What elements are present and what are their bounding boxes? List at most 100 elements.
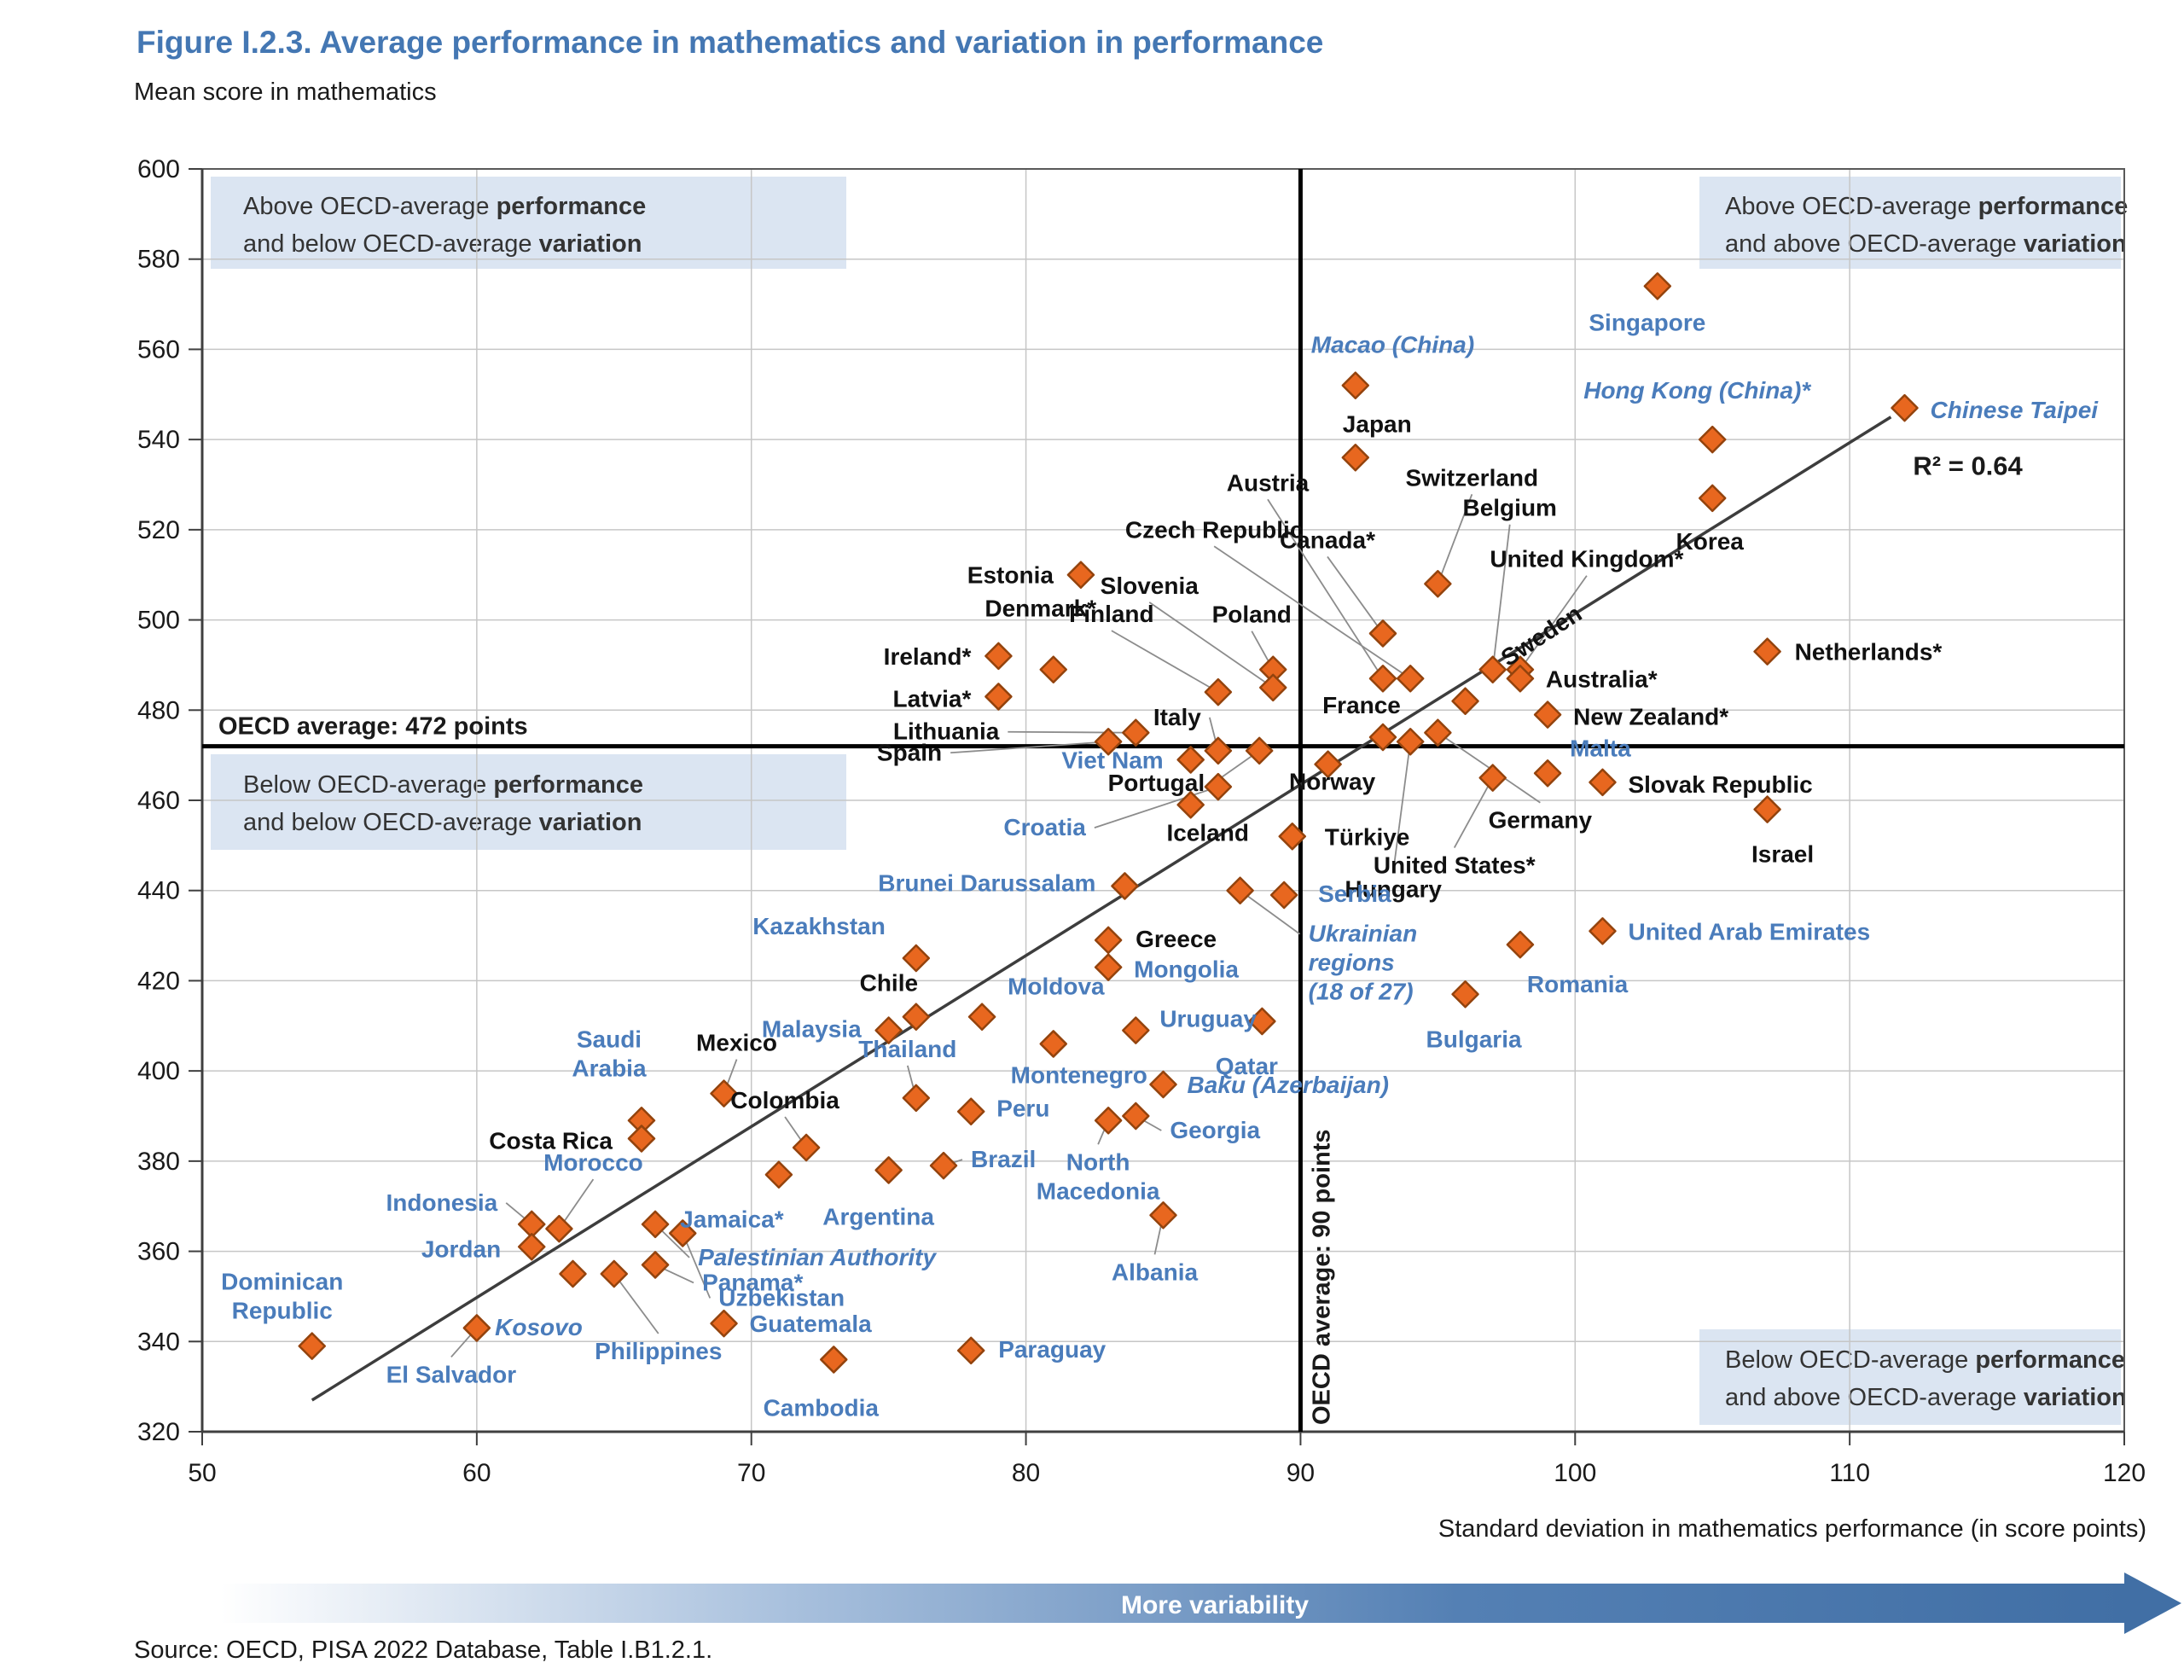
country-label-japan: Japan bbox=[1343, 410, 1412, 437]
x-tick-label: 70 bbox=[737, 1459, 765, 1487]
leader-line-lithuania bbox=[1008, 730, 1136, 734]
country-label-t-rkiye: Türkiye bbox=[1325, 823, 1410, 850]
y-axis-title: Mean score in mathematics bbox=[134, 78, 437, 106]
country-label-panama: Panama* bbox=[702, 1269, 803, 1295]
data-point-ukrainian-regions-18-of-27 bbox=[1226, 876, 1254, 904]
country-label-albania: Albania bbox=[1112, 1259, 1199, 1285]
data-point-morocco bbox=[545, 1214, 573, 1243]
x-tick-label: 50 bbox=[188, 1459, 216, 1487]
data-point-kosovo bbox=[559, 1259, 587, 1288]
country-label-paraguay: Paraguay bbox=[998, 1336, 1106, 1363]
leader-line-belgium bbox=[1491, 524, 1511, 670]
country-label-montenegro: Montenegro bbox=[1011, 1061, 1147, 1088]
country-label-new-zealand: New Zealand* bbox=[1573, 704, 1728, 730]
country-label-mongolia: Mongolia bbox=[1134, 956, 1239, 983]
country-label-guatemala: Guatemala bbox=[750, 1311, 873, 1337]
leader-line-switzerland bbox=[1437, 493, 1473, 584]
data-point-united-states bbox=[1478, 764, 1507, 792]
country-label-georgia: Georgia bbox=[1170, 1117, 1260, 1143]
figure-title: Figure I.2.3. Average performance in mat… bbox=[136, 25, 1323, 60]
source-note: Source: OECD, PISA 2022 Database, Table … bbox=[134, 1636, 712, 1664]
data-point-panama bbox=[641, 1251, 670, 1279]
data-point-montenegro bbox=[1039, 1030, 1068, 1058]
y-tick-label: 600 bbox=[137, 155, 180, 183]
data-point-jordan bbox=[517, 1233, 546, 1261]
country-label-united-arab-emirates: United Arab Emirates bbox=[1628, 918, 1870, 945]
x-tick-label: 120 bbox=[2103, 1459, 2146, 1487]
country-label-sweden: Sweden bbox=[1496, 600, 1587, 671]
country-label-belgium: Belgium bbox=[1462, 495, 1556, 521]
leader-line-philippines bbox=[613, 1273, 659, 1334]
data-point-t-rkiye bbox=[1278, 823, 1307, 851]
data-point-uruguay bbox=[1122, 1016, 1150, 1044]
r-squared-label: R² = 0.64 bbox=[1913, 451, 2023, 481]
quadrant-label-tl: Above OECD-average performance and below … bbox=[211, 177, 846, 269]
arrow-head-icon bbox=[2124, 1572, 2181, 1634]
data-point-belgium bbox=[1478, 655, 1507, 683]
data-point-guatemala bbox=[710, 1309, 738, 1338]
data-point-colombia bbox=[792, 1133, 821, 1162]
y-tick-label: 460 bbox=[137, 787, 180, 815]
data-point-qatar bbox=[1248, 1007, 1276, 1036]
data-point-thailand bbox=[902, 1084, 931, 1113]
data-point-iceland bbox=[1176, 791, 1205, 819]
country-label-slovenia: Slovenia bbox=[1101, 573, 1199, 599]
country-label-singapore: Singapore bbox=[1589, 309, 1705, 335]
data-point-korea bbox=[1698, 484, 1727, 513]
data-point-kazakhstan bbox=[902, 944, 931, 973]
data-point-chinese-taipei bbox=[1891, 393, 1919, 422]
data-point-finland bbox=[1204, 677, 1233, 706]
data-point-chile bbox=[902, 1003, 931, 1031]
country-label-finland: Finland bbox=[1069, 601, 1154, 627]
data-point-philippines bbox=[600, 1259, 629, 1288]
y-tick-label: 360 bbox=[137, 1238, 180, 1266]
data-point-romania bbox=[1506, 930, 1535, 959]
data-point-serbia bbox=[1269, 881, 1298, 910]
data-point-switzerland bbox=[1424, 570, 1452, 598]
country-label-united-kingdom: United Kingdom* bbox=[1490, 546, 1683, 573]
country-label-bulgaria: Bulgaria bbox=[1426, 1026, 1522, 1052]
data-point-austria bbox=[1368, 665, 1397, 693]
y-tick-label: 560 bbox=[137, 335, 180, 363]
country-label-philippines: Philippines bbox=[595, 1338, 722, 1364]
data-point-dominican-republic bbox=[298, 1332, 326, 1360]
leader-line-slovenia bbox=[1148, 602, 1274, 689]
country-label-north-macedonia: North Macedonia bbox=[1037, 1148, 1160, 1204]
x-tick-label: 90 bbox=[1287, 1459, 1315, 1487]
country-label-viet-nam: Viet Nam bbox=[1061, 747, 1163, 773]
country-label-brunei-darussalam: Brunei Darussalam bbox=[878, 869, 1095, 896]
quadrant-text: Below OECD-average performance bbox=[1725, 1346, 2125, 1374]
leader-line-canada bbox=[1327, 555, 1384, 634]
leader-line-united-states bbox=[1453, 777, 1494, 849]
country-label-uzbekistan: Uzbekistan bbox=[718, 1284, 845, 1311]
country-label-netherlands: Netherlands* bbox=[1795, 639, 1943, 666]
data-point-lithuania bbox=[1122, 718, 1150, 747]
country-label-australia: Australia* bbox=[1546, 666, 1658, 692]
quadrant-text: and above OECD-average variation bbox=[1725, 230, 2127, 258]
data-point-albania bbox=[1149, 1201, 1177, 1229]
data-point-cambodia bbox=[820, 1346, 848, 1374]
data-point-baku-azerbaijan bbox=[1149, 1070, 1177, 1099]
country-label-indonesia: Indonesia bbox=[386, 1189, 498, 1216]
data-point-mexico bbox=[710, 1079, 738, 1107]
country-label-saudi-arabia: Saudi Arabia bbox=[572, 1026, 647, 1081]
y-tick-label: 340 bbox=[137, 1328, 180, 1356]
data-point-ireland bbox=[985, 642, 1013, 671]
country-label-argentina: Argentina bbox=[822, 1203, 934, 1229]
data-point-japan bbox=[1341, 444, 1370, 472]
country-label-chile: Chile bbox=[860, 970, 918, 997]
y-tick-label: 580 bbox=[137, 246, 180, 274]
data-point-denmark bbox=[1039, 655, 1068, 683]
country-label-uruguay: Uruguay bbox=[1159, 1006, 1257, 1032]
country-label-kosovo: Kosovo bbox=[495, 1314, 583, 1340]
quadrant-text: Above OECD-average performance bbox=[243, 193, 646, 220]
country-label-thailand: Thailand bbox=[858, 1036, 956, 1062]
quadrant-text: and above OECD-average variation bbox=[1725, 1384, 2127, 1411]
y-tick-label: 400 bbox=[137, 1057, 180, 1085]
plot-area: Above OECD-average performance and below … bbox=[137, 155, 2146, 1487]
country-label-kazakhstan: Kazakhstan bbox=[752, 913, 886, 939]
data-point-portugal bbox=[1245, 736, 1274, 765]
data-point-uzbekistan bbox=[669, 1219, 697, 1247]
data-point-mongolia bbox=[1094, 953, 1123, 981]
x-axis-title: Standard deviation in mathematics perfor… bbox=[1438, 1515, 2146, 1543]
